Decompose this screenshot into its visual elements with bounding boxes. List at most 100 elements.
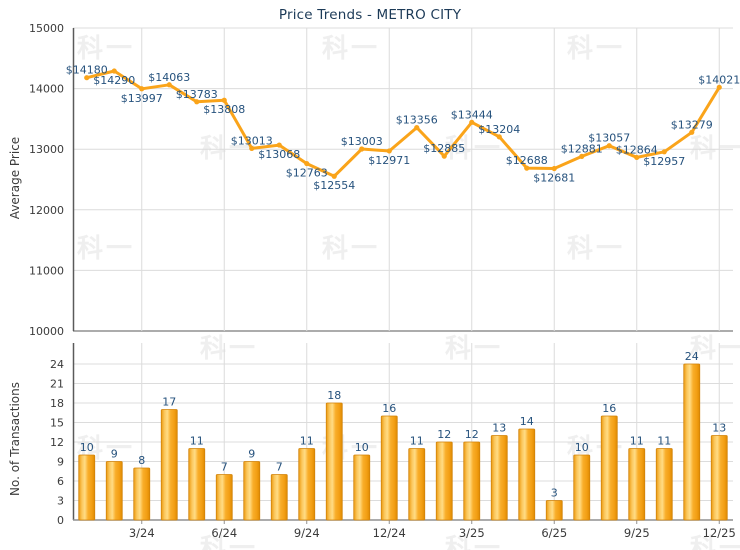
transaction-bar xyxy=(270,474,288,521)
transaction-bar xyxy=(408,448,426,521)
price-point xyxy=(276,142,282,148)
bar-value-label: 3 xyxy=(551,487,558,500)
transaction-bar xyxy=(353,454,371,521)
price-point xyxy=(414,125,420,131)
bar-value-label: 24 xyxy=(685,350,699,363)
price-point xyxy=(606,143,612,149)
transaction-bar xyxy=(490,435,508,521)
price-point xyxy=(331,173,337,179)
y-tick-label-top: 10000 xyxy=(29,325,64,338)
price-point xyxy=(634,154,640,161)
price-point xyxy=(139,86,145,92)
price-point-label: $12957 xyxy=(643,155,685,168)
price-point-label: $13204 xyxy=(478,123,520,136)
x-tick-label: 9/25 xyxy=(624,526,650,540)
watermark-text: 科一 xyxy=(200,534,259,550)
x-tick-label: 12/24 xyxy=(373,526,406,540)
price-point xyxy=(661,149,667,155)
transaction-bar xyxy=(655,448,673,521)
y-tick-label-bottom: 21 xyxy=(50,378,64,391)
price-point-label: $13057 xyxy=(588,132,630,145)
bar-value-label: 11 xyxy=(300,435,314,448)
watermark-text: 科一 xyxy=(690,534,740,550)
bar-value-label: 10 xyxy=(355,441,369,454)
y-tick-label-top: 14000 xyxy=(29,83,64,96)
watermark-text: 科一 xyxy=(77,234,136,264)
transaction-bar xyxy=(600,415,618,521)
transactions-axis-title: No. of Transactions xyxy=(8,381,22,497)
bar-value-label: 14 xyxy=(520,415,534,428)
price-point xyxy=(359,146,365,152)
x-tick-label: 3/24 xyxy=(129,526,155,540)
y-tick-label-top: 15000 xyxy=(29,22,64,35)
price-point xyxy=(111,68,117,74)
price-point-label: $13003 xyxy=(341,135,383,148)
transaction-bar xyxy=(325,402,343,521)
transaction-bar xyxy=(188,448,206,521)
transaction-bar xyxy=(628,448,646,521)
price-point-label: $13013 xyxy=(231,134,273,147)
y-tick-label-bottom: 9 xyxy=(57,456,64,469)
price-point-label: $14290 xyxy=(93,74,135,87)
bar-value-label: 18 xyxy=(327,389,341,402)
x-tick-label: 12/25 xyxy=(703,526,736,540)
y-tick-label-bottom: 6 xyxy=(57,475,64,488)
transaction-bar xyxy=(545,500,563,521)
price-point xyxy=(579,153,585,160)
bar-value-label: 11 xyxy=(410,435,424,448)
price-point xyxy=(496,134,502,140)
bar-value-label: 7 xyxy=(276,461,283,474)
y-tick-label-bottom: 0 xyxy=(57,514,64,527)
bar-value-label: 13 xyxy=(492,422,506,435)
price-point xyxy=(386,148,392,154)
transaction-bar xyxy=(78,454,96,521)
price-point xyxy=(84,75,90,81)
y-tick-label-bottom: 24 xyxy=(50,358,64,371)
price-point-label: $12881 xyxy=(561,142,603,155)
price-point-label: $13783 xyxy=(176,88,218,101)
bar-value-label: 9 xyxy=(248,448,255,461)
price-point xyxy=(194,99,200,105)
x-tick-label: 6/24 xyxy=(211,526,237,540)
price-point xyxy=(524,165,530,171)
bar-value-label: 8 xyxy=(138,454,145,467)
price-point-label: $12688 xyxy=(506,154,548,167)
watermark-text: 科一 xyxy=(445,334,504,364)
watermark-text: 科一 xyxy=(445,534,504,550)
transaction-bar xyxy=(573,454,591,521)
price-point xyxy=(689,129,695,135)
transaction-bar xyxy=(105,461,123,521)
price-point-label: $14063 xyxy=(148,71,190,84)
watermark-text: 科一 xyxy=(322,234,381,264)
price-point xyxy=(221,97,227,103)
transaction-bar xyxy=(463,441,481,521)
transaction-bar xyxy=(215,474,233,521)
watermark-text: 科一 xyxy=(322,34,381,64)
transaction-bar xyxy=(518,428,536,521)
price-point-label: $12864 xyxy=(616,143,658,156)
watermark-text: 科一 xyxy=(567,234,626,264)
bar-value-label: 13 xyxy=(712,422,726,435)
y-tick-label-bottom: 12 xyxy=(50,436,64,449)
price-point xyxy=(469,119,475,125)
y-tick-label-top: 12000 xyxy=(29,204,64,217)
transaction-bar xyxy=(298,448,316,521)
y-tick-label-top: 11000 xyxy=(29,264,64,277)
watermark-text: 科一 xyxy=(690,334,740,364)
price-point-label: $13444 xyxy=(451,108,493,121)
bar-value-label: 16 xyxy=(602,402,616,415)
bar-value-label: 12 xyxy=(465,428,479,441)
bar-value-label: 11 xyxy=(630,435,644,448)
price-line xyxy=(85,69,721,178)
price-point-label: $13279 xyxy=(671,118,713,131)
bar-value-label: 7 xyxy=(221,461,228,474)
transaction-bar xyxy=(710,435,728,521)
y-tick-label-bottom: 15 xyxy=(50,417,64,430)
y-tick-label-top: 13000 xyxy=(29,143,64,156)
transaction-bar xyxy=(435,441,453,521)
y-tick-label-bottom: 3 xyxy=(57,495,64,508)
bar-value-label: 9 xyxy=(111,448,118,461)
price-point xyxy=(441,153,447,159)
